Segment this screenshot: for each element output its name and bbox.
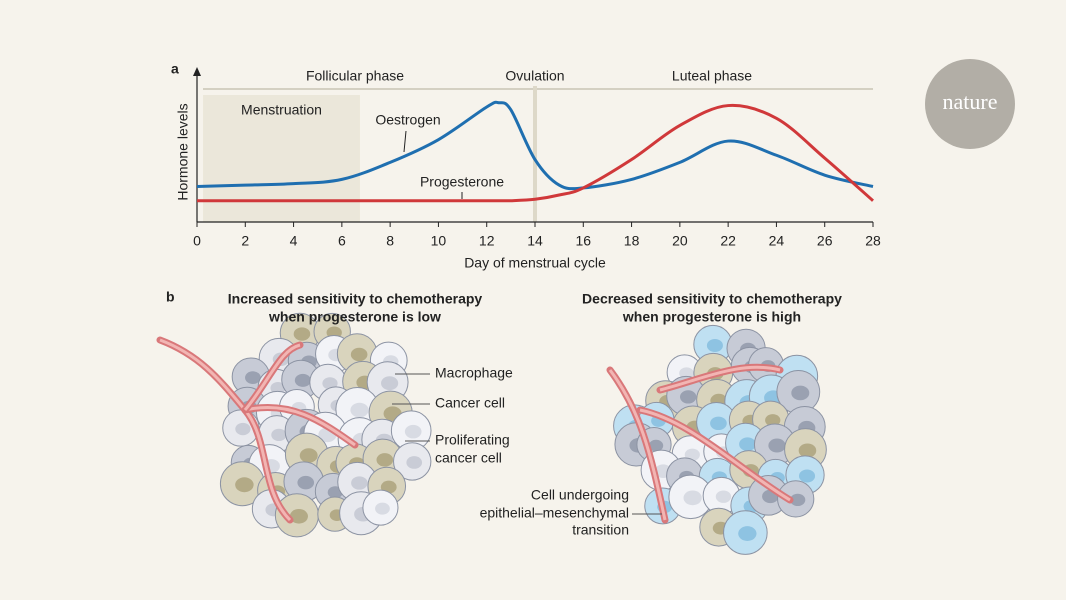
nucleus xyxy=(706,338,723,352)
phase-label: Luteal phase xyxy=(672,68,752,84)
vessel-hl xyxy=(608,369,667,521)
series-label: Progesterone xyxy=(420,174,504,190)
nucleus xyxy=(297,475,315,490)
nucleus xyxy=(271,428,287,442)
phase-label: Follicular phase xyxy=(306,68,404,84)
logo: nature xyxy=(943,89,998,114)
x-tick-label: 28 xyxy=(865,233,881,249)
ovulation-label: Ovulation xyxy=(505,68,564,84)
nucleus xyxy=(270,382,286,395)
nucleus xyxy=(799,469,816,483)
series-line xyxy=(196,100,874,191)
panel-label: a xyxy=(171,61,179,77)
nucleus xyxy=(235,477,254,493)
x-axis-label: Day of menstrual cycle xyxy=(464,255,606,271)
callout: Cancer cell xyxy=(435,395,505,411)
nucleus xyxy=(790,493,806,507)
callout: Macrophage xyxy=(435,365,513,381)
nucleus xyxy=(738,526,757,541)
panel-title: when progesterone is low xyxy=(268,309,441,325)
vessel-hl xyxy=(659,365,781,392)
logo-badge xyxy=(925,59,1015,149)
nucleus xyxy=(293,327,311,341)
vessel-hl xyxy=(244,405,356,447)
nucleus xyxy=(294,373,311,387)
x-tick-label: 16 xyxy=(575,233,591,249)
nucleus xyxy=(765,414,781,427)
x-tick-label: 0 xyxy=(193,233,201,249)
nucleus xyxy=(791,385,810,401)
nucleus xyxy=(351,476,368,490)
nucleus xyxy=(404,424,422,439)
x-tick-label: 24 xyxy=(769,233,785,249)
nucleus xyxy=(710,416,727,431)
x-tick-label: 10 xyxy=(431,233,447,249)
vessel-hl xyxy=(243,343,301,411)
nucleus xyxy=(299,448,318,463)
nucleus xyxy=(245,371,261,385)
nucleus xyxy=(406,456,423,469)
nucleus xyxy=(739,437,756,451)
x-tick-label: 22 xyxy=(720,233,736,249)
vessel-hl xyxy=(639,408,791,502)
callout-lines xyxy=(392,373,662,515)
x-tick-label: 20 xyxy=(672,233,688,249)
y-axis-label: Hormone levels xyxy=(175,103,191,200)
nucleus xyxy=(679,390,697,404)
callout: Proliferating xyxy=(435,432,510,448)
nucleus xyxy=(350,402,369,418)
callout: cancer cell xyxy=(435,450,502,466)
panel-title: when progesterone is high xyxy=(622,309,801,325)
x-tick-label: 2 xyxy=(241,233,249,249)
x-tick-label: 14 xyxy=(527,233,543,249)
nucleus xyxy=(768,438,786,453)
series-line xyxy=(196,103,874,203)
callout: transition xyxy=(572,522,629,538)
x-tick-label: 12 xyxy=(479,233,495,249)
nucleus xyxy=(322,377,338,390)
series-label: Oestrogen xyxy=(375,112,440,128)
x-tick-label: 18 xyxy=(624,233,640,249)
nucleus xyxy=(648,439,664,452)
illustration xyxy=(156,312,827,555)
nucleus xyxy=(381,376,399,391)
x-tick-label: 6 xyxy=(338,233,346,249)
nucleus xyxy=(375,502,390,515)
x-tick-label: 8 xyxy=(386,233,394,249)
nucleus xyxy=(376,453,394,467)
nucleus xyxy=(235,422,251,436)
leader-line xyxy=(403,130,407,153)
panel-label: b xyxy=(166,289,175,305)
nucleus xyxy=(683,490,702,506)
x-tick-label: 4 xyxy=(290,233,298,249)
callout: Cell undergoing xyxy=(531,487,629,503)
nucleus xyxy=(715,490,732,503)
panel-title: Decreased sensitivity to chemotherapy xyxy=(582,291,842,307)
nucleus xyxy=(289,508,308,524)
panel-title: Increased sensitivity to chemotherapy xyxy=(228,291,483,307)
nucleus xyxy=(350,347,368,362)
region-label: Menstruation xyxy=(241,102,322,118)
y-axis-arrow xyxy=(193,67,201,76)
nucleus xyxy=(798,443,817,458)
callout: epithelial–mesenchymal xyxy=(480,505,629,521)
x-tick-label: 26 xyxy=(817,233,833,249)
